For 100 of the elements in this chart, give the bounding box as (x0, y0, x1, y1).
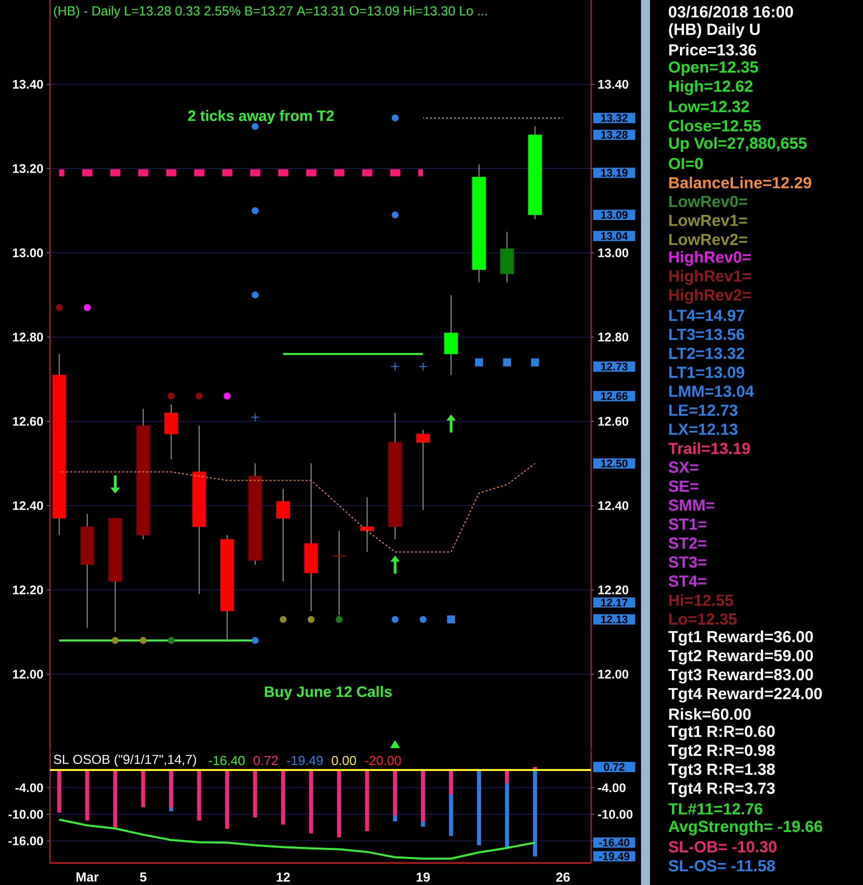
text: SMM= (668, 500, 714, 511)
point (390, 362, 400, 372)
text: BalanceLine=12.29 (669, 176, 812, 188)
text: 13.09 (601, 211, 628, 219)
text: (HB) Daily U (668, 23, 760, 38)
point (392, 211, 399, 218)
point (280, 616, 287, 623)
text: 12.17 (601, 598, 628, 606)
point (418, 362, 428, 372)
candlestick (276, 488, 290, 582)
text: Tgt3 Reward=83.00 (668, 668, 813, 684)
y-tick-label: 12.20 (12, 585, 43, 594)
text: 13.28 (601, 130, 628, 139)
y2-tick-label: 13.00 (598, 248, 628, 258)
text: 13.19 (601, 168, 628, 177)
text: 12.66 (601, 392, 628, 400)
text: LowRev2= (669, 234, 748, 246)
candlestick (360, 496, 374, 552)
text: Tgt1 R:R=0.60 (668, 726, 775, 740)
y2-tick-label: -4.00 (598, 783, 626, 792)
point (531, 358, 539, 366)
point (447, 615, 456, 624)
chart-title: SL OSOB ("9/1/17",14,7) (54, 754, 196, 767)
text: Tgt3 R:R=1.38 (668, 764, 775, 778)
text: Hi=12.55 (669, 594, 734, 606)
text: High=12.62 (669, 80, 752, 96)
text: Price=13.36 (669, 44, 756, 56)
text: AvgStrength= -19.66 (668, 820, 822, 836)
text: HighRev0= (669, 250, 751, 266)
text: Risk=60.00 (669, 708, 751, 720)
point (252, 637, 259, 644)
y2-tick-label: 12.60 (598, 416, 628, 426)
text: LT4=14.97 (669, 310, 744, 322)
text: 03/16/2018 16:00 (668, 6, 793, 18)
y-tick-label: 12.40 (12, 501, 43, 510)
annotation: -20.00 (365, 756, 401, 766)
text: Tgt2 Reward=59.00 (668, 650, 813, 665)
y-tick-label: 13.20 (12, 164, 43, 173)
y-tick-label: 13.40 (12, 80, 43, 89)
point (252, 207, 259, 214)
text: HighRev1= (669, 270, 751, 285)
text: Tgt2 R:R=0.98 (668, 744, 775, 760)
x-tick-label: Mar (76, 872, 99, 882)
y2-tick-label: 12.20 (598, 585, 628, 594)
text: Close=12.55 (668, 120, 761, 132)
text: SL-OS= -11.58 (668, 860, 775, 872)
point (84, 304, 91, 312)
text: -19.49 (599, 852, 630, 860)
y2-tick-label: 13.40 (598, 80, 628, 89)
point (252, 292, 259, 298)
point (140, 637, 147, 644)
text: LT1=13.09 (669, 366, 744, 378)
chart-title: (HB) - Daily L=13.28 0.33 2.55% B=13.27 A=13.31 O=13.09 Hi=13.30 Lo ... (54, 6, 487, 18)
text: Trail=13.19 (668, 442, 750, 454)
text: OI=0 (668, 158, 703, 170)
text: Lo=12.35 (669, 613, 737, 625)
candlestick (164, 404, 178, 460)
x-tick-label: 5 (140, 872, 146, 882)
candlestick (444, 294, 458, 376)
point (196, 392, 203, 400)
text: SL-OB= -10.30 (668, 841, 776, 853)
text: Tgt4 Reward=224.00 (668, 687, 822, 702)
text: LowRev1= (669, 214, 748, 226)
text: Open=12.35 (668, 61, 758, 76)
text: TL#11=12.76 (668, 803, 762, 815)
text: LX=12.13 (669, 424, 738, 435)
text: 12.73 (601, 362, 628, 371)
text: -16.40 (208, 756, 245, 766)
text: SX= (668, 462, 698, 473)
point (392, 616, 399, 623)
y-tick-label: 13.00 (12, 248, 43, 258)
text: Low=12.32 (669, 100, 749, 112)
text: HighRev2= (669, 288, 751, 304)
text: ST2= (668, 537, 706, 549)
text: LowRev0= (669, 196, 748, 208)
x-tick-label: 26 (556, 872, 570, 882)
text: 13.32 (601, 114, 628, 122)
point (475, 358, 483, 366)
y-tick-label: 12.00 (12, 670, 43, 679)
text: -19.49 (286, 756, 323, 766)
y2-tick-label: 12.00 (598, 670, 628, 679)
text: Up Vol=27,880,655 (669, 137, 807, 152)
y-tick-label: -4.00 (15, 783, 43, 792)
point (336, 616, 343, 623)
point (250, 412, 260, 422)
y2-tick-label: 12.80 (598, 332, 628, 342)
candlestick (416, 429, 430, 510)
y2-tick-label: -10.00 (598, 810, 632, 819)
candlestick (332, 530, 346, 616)
annotation: 2 ticks away from T2 (188, 110, 334, 124)
y-tick-label: 12.60 (12, 416, 43, 426)
text: 12.50 (601, 460, 628, 468)
text: LT3=13.56 (669, 328, 744, 340)
text: ST3= (668, 556, 706, 568)
point (168, 637, 175, 644)
annotation: Buy June 12 Calls (264, 686, 392, 700)
point (168, 392, 175, 400)
text: 0.72 (604, 763, 624, 771)
text: 13.04 (601, 232, 628, 240)
point (420, 616, 427, 623)
